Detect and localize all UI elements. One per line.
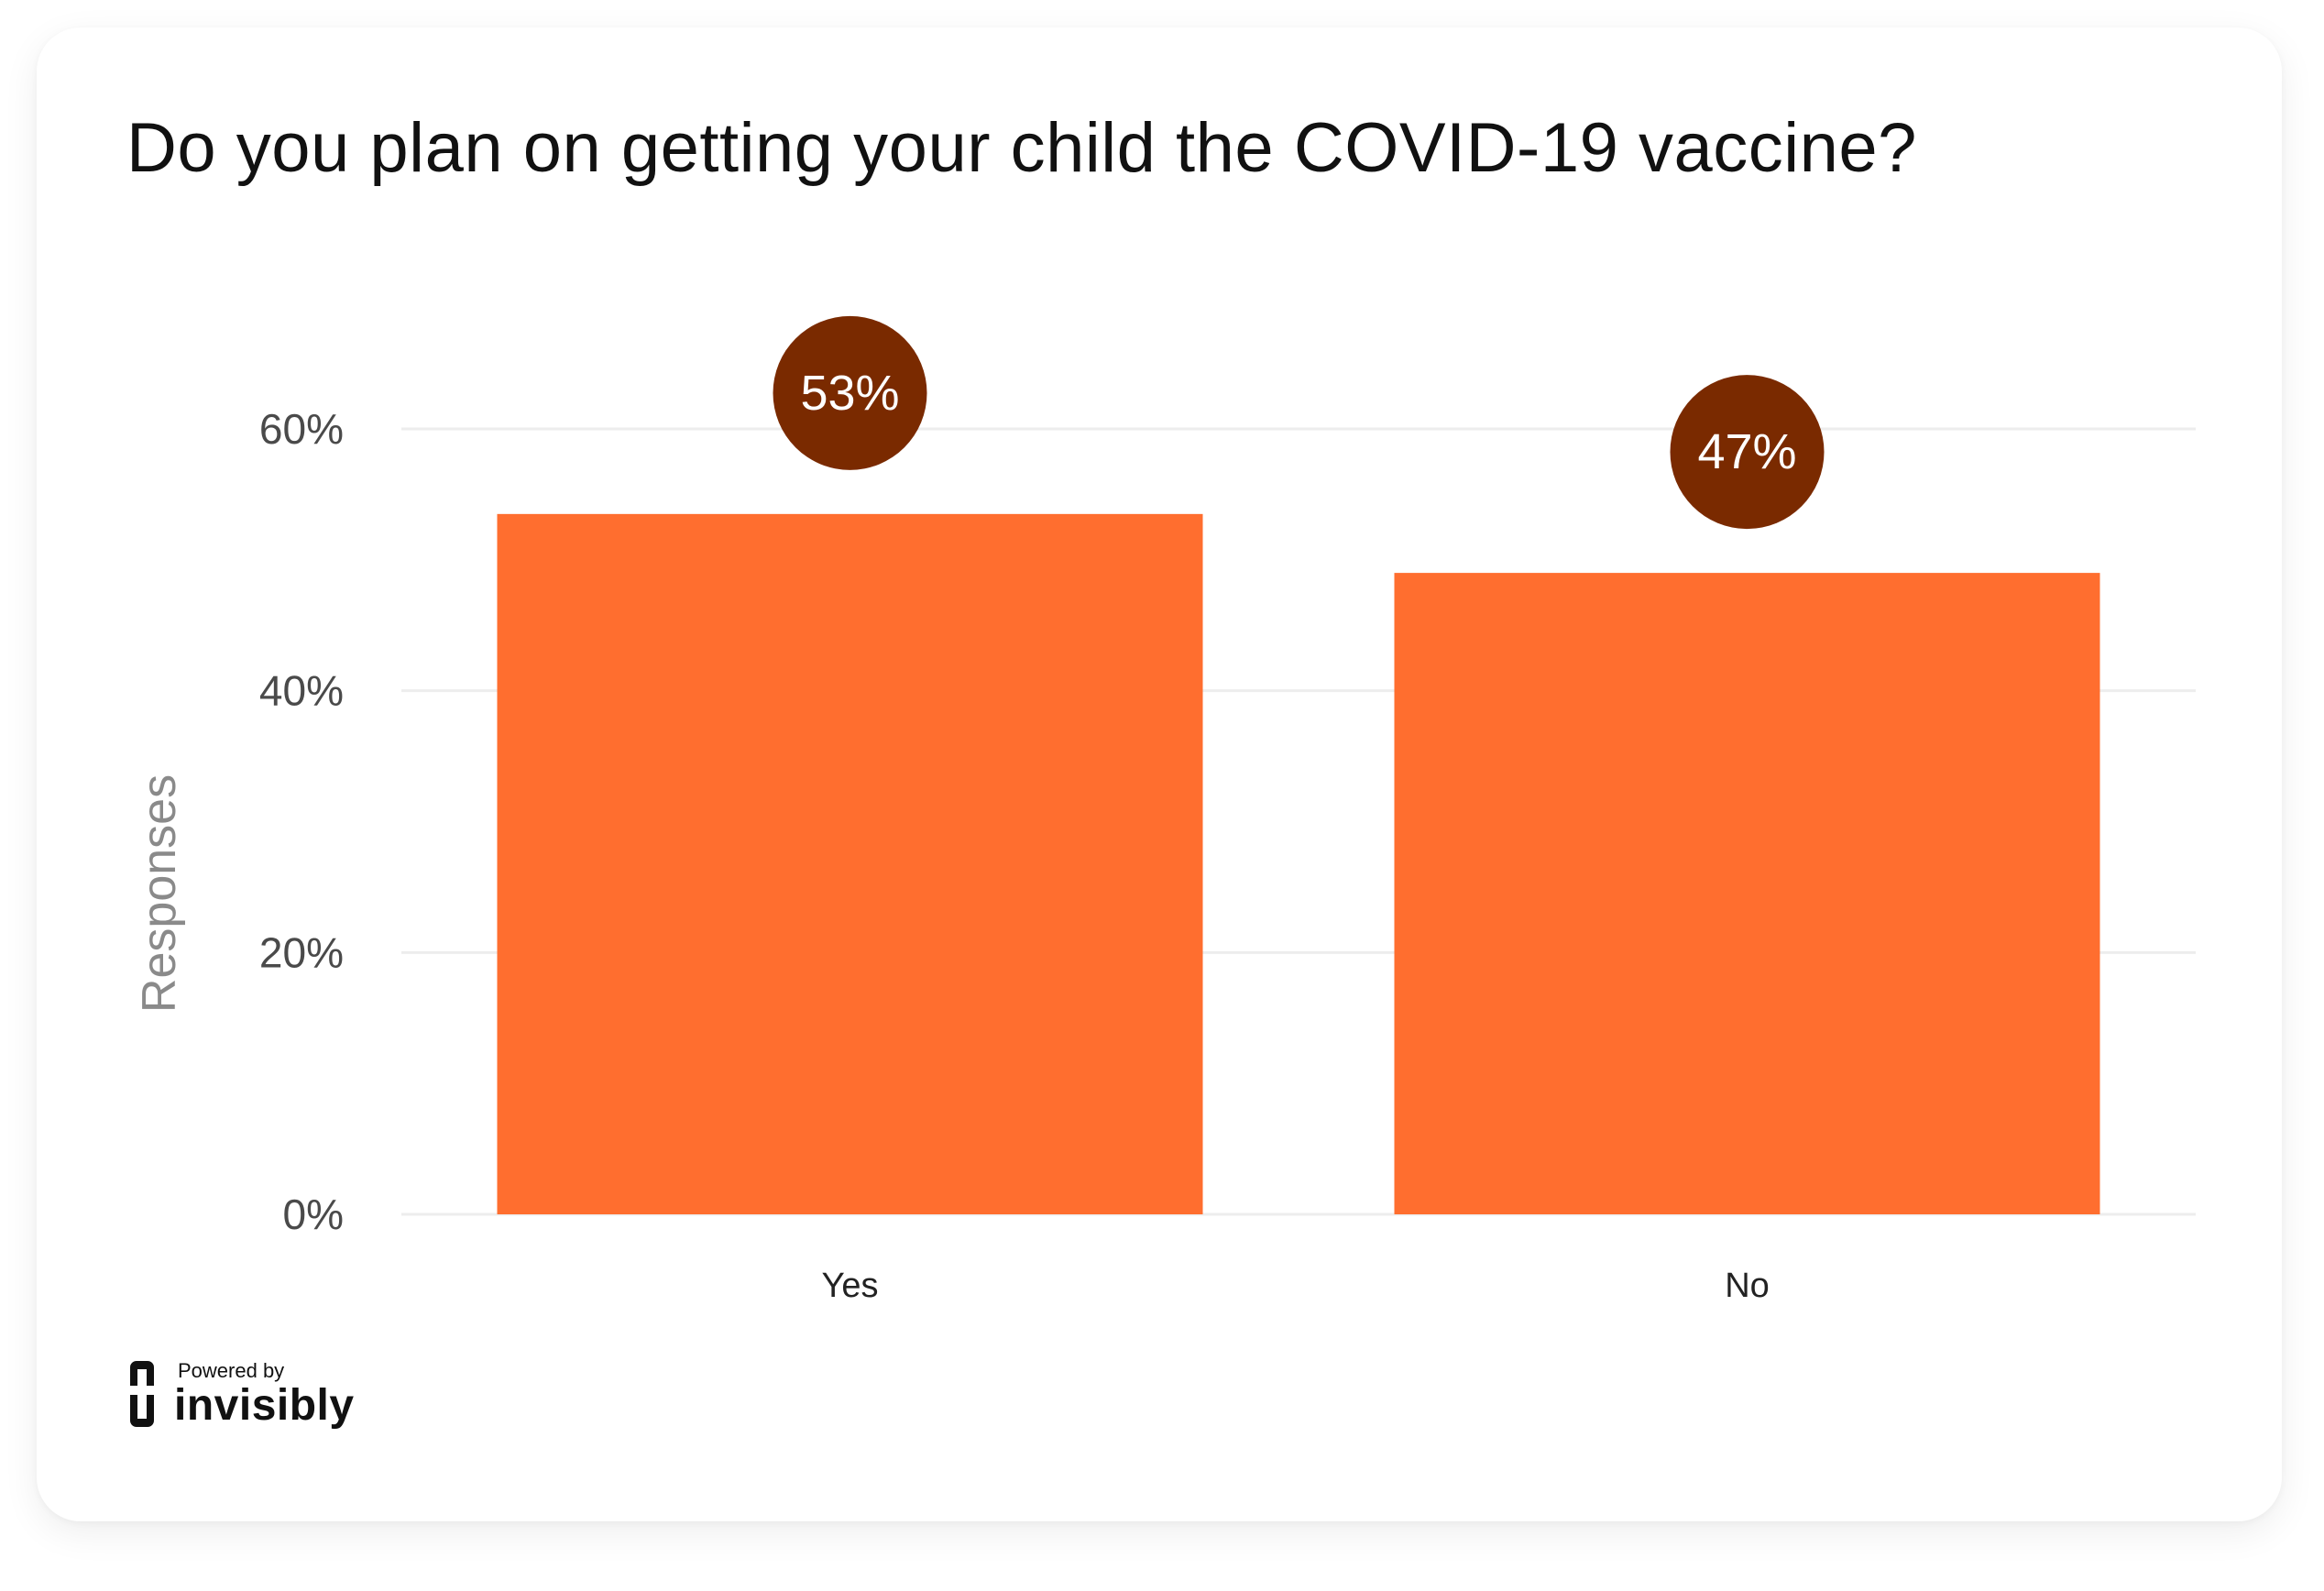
invisibly-logo-icon [130,1361,154,1427]
x-tick-label: No [1725,1267,1770,1305]
chart-title: Do you plan on getting your child the CO… [126,109,1917,187]
data-label: 47% [1697,424,1796,479]
y-tick-label: 60% [259,405,344,453]
y-tick-label: 40% [259,667,344,715]
bar [497,513,1203,1214]
data-label: 53% [800,366,899,421]
y-axis-label: Responses [133,774,186,1013]
powered-by-label: Powered by [178,1359,285,1382]
data-label-badge [1670,375,1825,530]
y-tick-label: 20% [259,928,344,976]
brand-name: invisibly [174,1381,355,1430]
bar [1394,573,2100,1214]
x-tick-label: Yes [822,1267,879,1305]
y-tick-label: 0% [283,1191,344,1238]
data-label-badge [773,315,927,470]
